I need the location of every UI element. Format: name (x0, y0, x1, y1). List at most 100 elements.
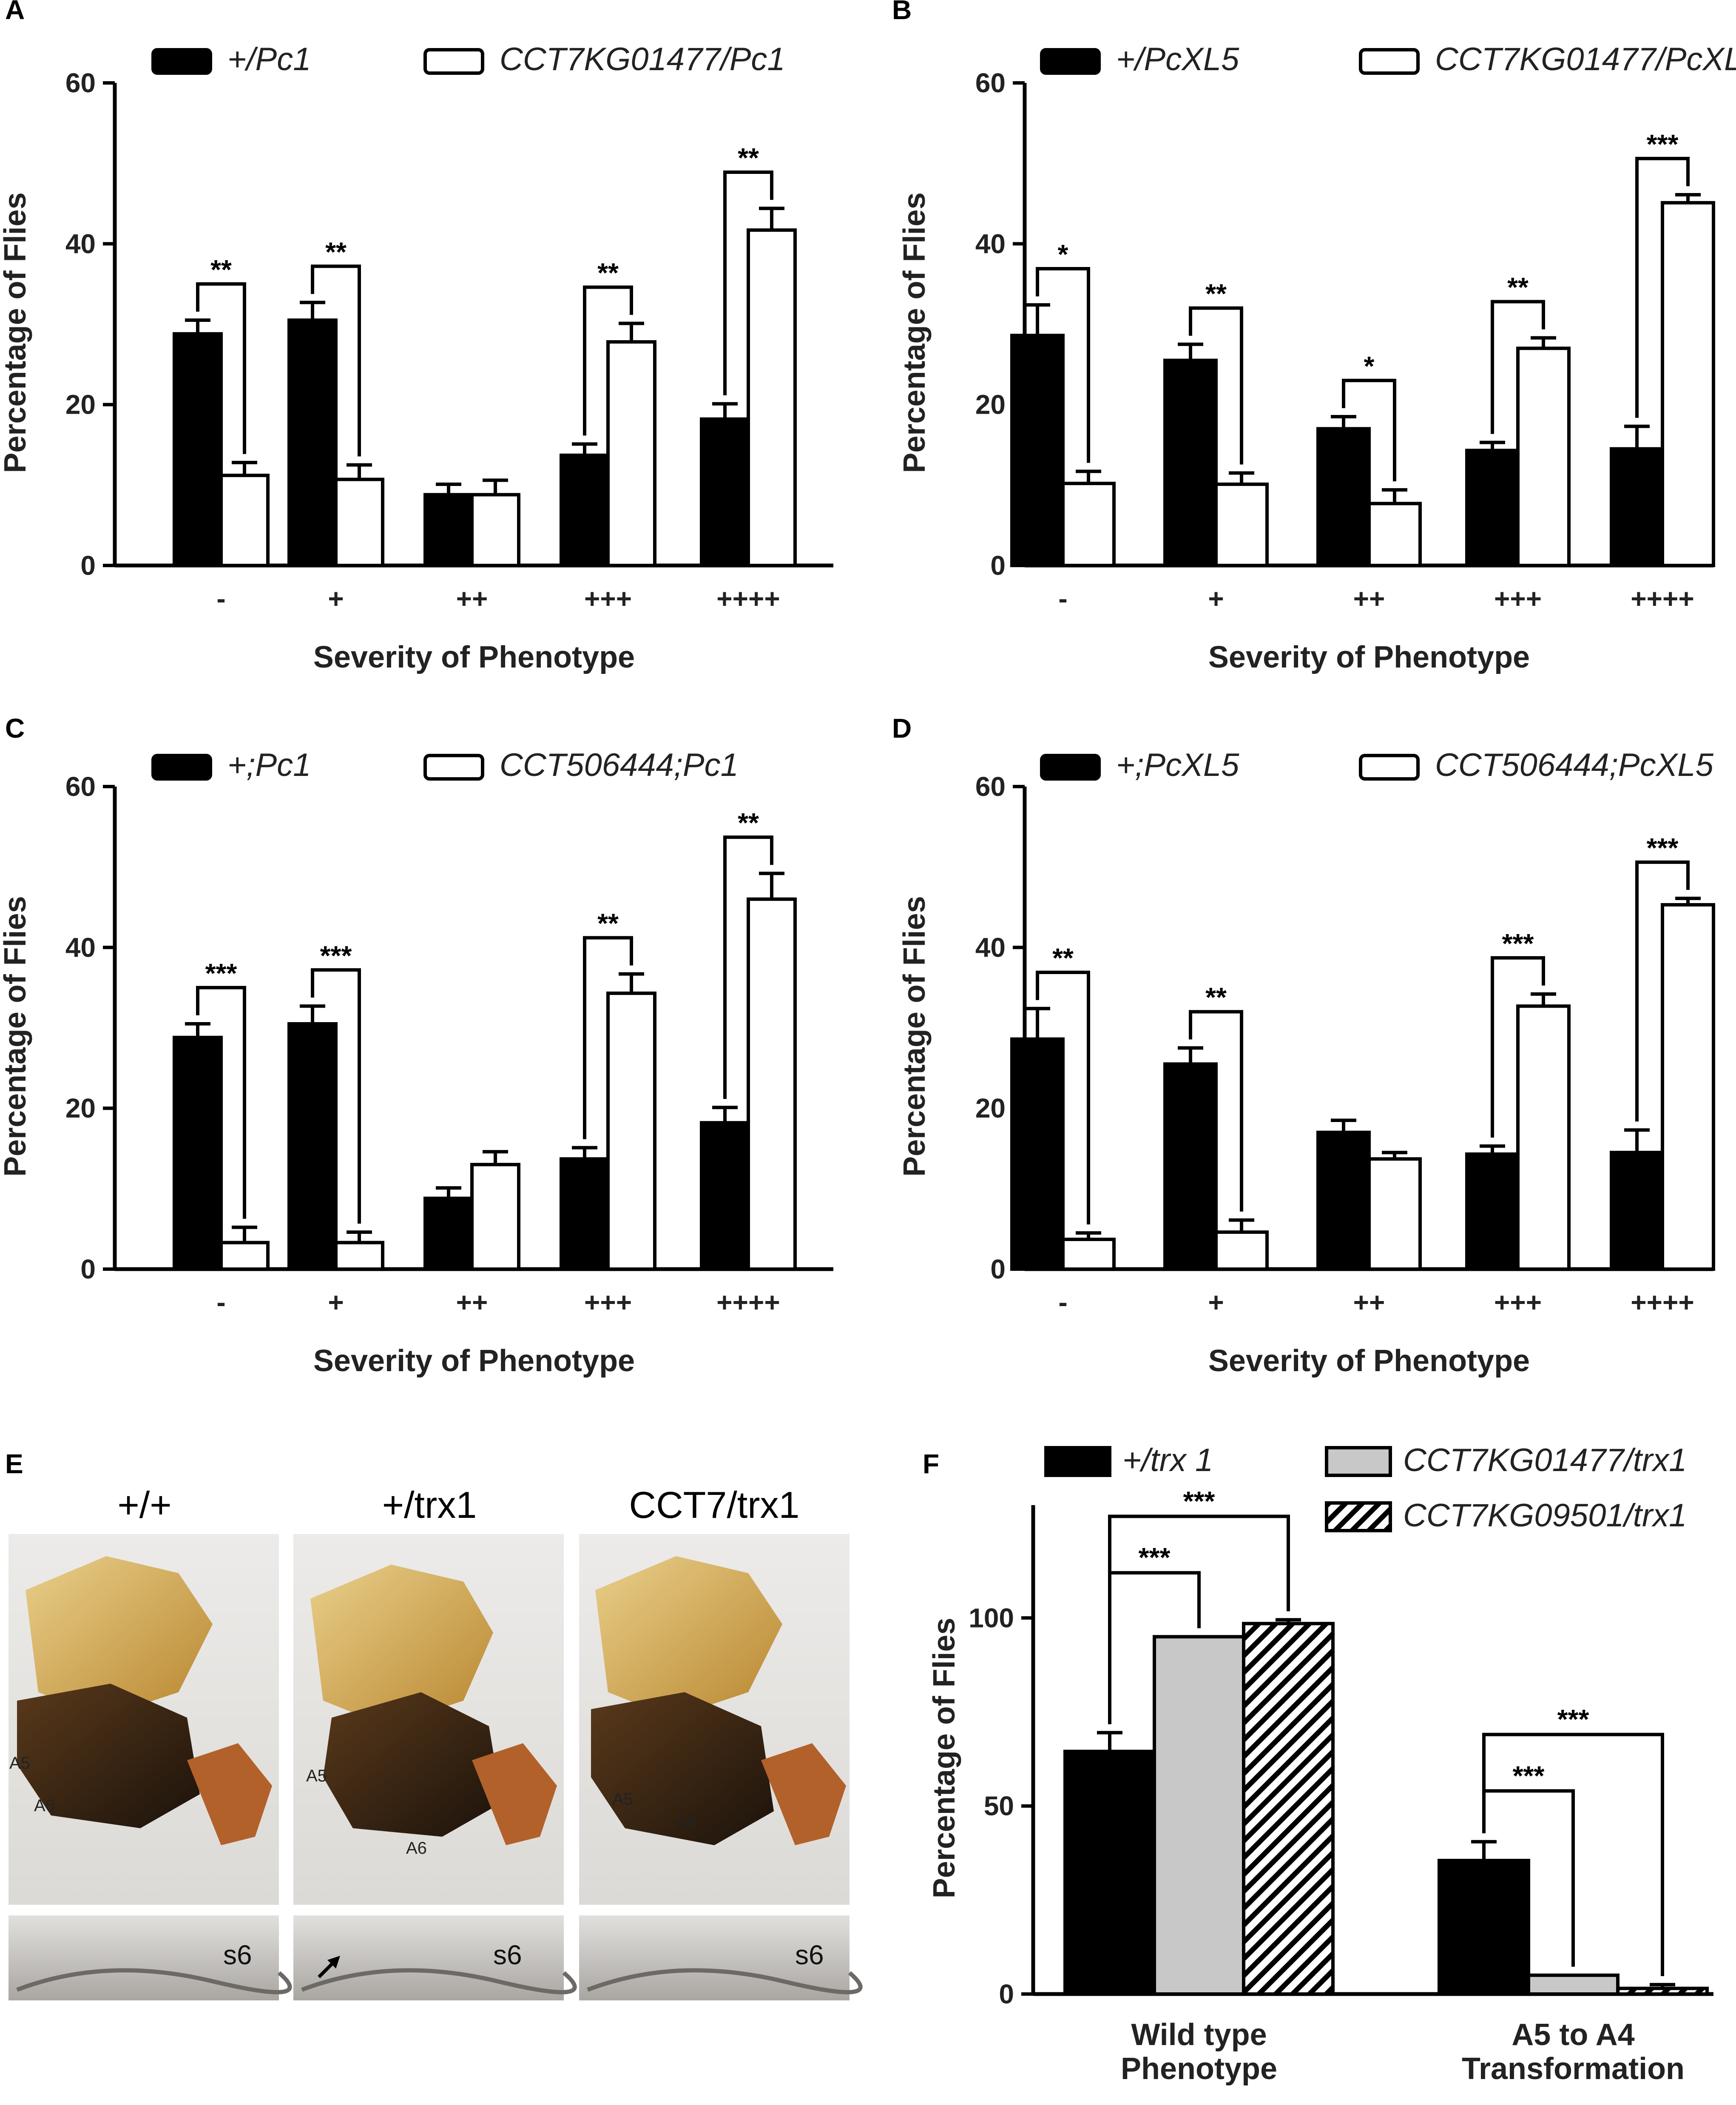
legend-label: CCT7KG01477/trx1 (1403, 1442, 1687, 1478)
fly-image-2: +/trx1 A5 A6 s6 (293, 1484, 577, 2000)
bar (1516, 1004, 1571, 1271)
y-axis-label: Percentage of Flies (898, 192, 932, 473)
y-tick-label: 20 (65, 1093, 96, 1124)
bar (1465, 449, 1520, 568)
category-label: ++ (456, 1287, 488, 1318)
panel-label: B (892, 0, 912, 25)
y-axis-label: Percentage of Flies (0, 192, 32, 473)
legend-swatch (1325, 1501, 1392, 1532)
significance-bracket (311, 264, 361, 457)
bar (1316, 427, 1371, 568)
y-tick-label: 40 (975, 228, 1006, 259)
panel-e: E +/+ A5 A6 s6 +/trx1 A5 A6 (5, 1449, 863, 2000)
y-tick-label: 60 (65, 771, 96, 802)
y-tick-label: 0 (990, 550, 1006, 581)
y-axis-label: Percentage of Flies (927, 1618, 961, 1898)
category-label: + (1208, 583, 1224, 614)
legend-swatch (1359, 48, 1420, 75)
y-tick-label: 40 (65, 932, 96, 963)
y-tick-label: 60 (975, 771, 1006, 802)
significance-bracket (196, 282, 246, 454)
category-label: ++++ (1631, 1287, 1694, 1318)
bar (423, 1196, 474, 1271)
image-title-1: +/+ (117, 1484, 171, 1526)
significance-label: *** (1502, 928, 1534, 959)
legend-swatch (1040, 48, 1101, 75)
significance-label: *** (320, 940, 352, 971)
category-label: - (216, 1287, 225, 1318)
chart-panel-d: D 0 20 40 60 Percentage of Flies Severity of P… (892, 713, 1715, 1378)
y-tick-label: 60 (975, 68, 1006, 98)
significance-label: ** (738, 142, 759, 173)
bar (1610, 1151, 1664, 1271)
significance-bracket (1342, 378, 1396, 482)
bar (1661, 903, 1715, 1271)
bar (700, 1121, 750, 1271)
bar (1367, 502, 1422, 568)
legend-label: +;PcXL5 (1116, 747, 1239, 783)
category-label: ++++ (716, 583, 780, 614)
bar (1061, 1238, 1116, 1271)
panel-label: C (5, 713, 25, 744)
segment-label: A6 (676, 1813, 697, 1832)
bar (173, 1036, 223, 1271)
bar (1465, 1152, 1520, 1271)
significance-label: ** (1507, 272, 1529, 303)
bar (1516, 347, 1571, 567)
legend-swatch (1044, 1446, 1111, 1477)
legend-label: CCT506444;Pc1 (500, 747, 739, 783)
x-axis-label: Severity of Phenotype (1208, 1344, 1530, 1378)
significance-bracket (1482, 1733, 1664, 1976)
legend-label: +;Pc1 (227, 747, 311, 783)
legend-label: +/PcXL5 (1116, 41, 1239, 77)
segment-label: A6 (406, 1839, 427, 1858)
x-axis-label: Severity of Phenotype (313, 1344, 635, 1378)
image-title-3: CCT7/trx1 (629, 1484, 800, 1526)
y-tick-label: 100 (969, 1602, 1014, 1633)
legend-label: CCT7KG01477/Pc1 (500, 41, 785, 77)
segment-label: A5 (612, 1790, 633, 1809)
panel-label: A (5, 0, 25, 25)
significance-bracket (723, 835, 773, 1099)
legend-swatch (1040, 754, 1101, 781)
bar (1367, 1157, 1422, 1271)
legend-label: CCT7KG09501/trx1 (1403, 1497, 1687, 1534)
bar (219, 474, 270, 567)
bar (1242, 1622, 1335, 1996)
category-label: +++ (1494, 583, 1542, 614)
significance-label: *** (1513, 1760, 1545, 1791)
category-label: ++ (1353, 583, 1385, 614)
significance-label: *** (1647, 832, 1679, 863)
category-label: - (1058, 583, 1067, 614)
significance-bracket (1189, 306, 1243, 465)
category-label: + (328, 583, 344, 614)
legend-swatch (423, 48, 484, 75)
significance-label: * (1364, 351, 1375, 381)
category-label: ++ (456, 583, 488, 614)
significance-label: * (1058, 239, 1068, 270)
legend-swatch (151, 48, 212, 75)
bar (606, 340, 656, 567)
segment-label: A5 (9, 1754, 30, 1773)
legend-swatch (1325, 1446, 1392, 1477)
bar (1316, 1131, 1371, 1271)
y-tick-label: 60 (65, 68, 96, 98)
category-label: + (1208, 1287, 1224, 1318)
bar (1163, 1062, 1218, 1271)
category-label: ++++ (1631, 583, 1694, 614)
legend-swatch (423, 754, 484, 781)
significance-label: ** (597, 257, 619, 288)
bar (1438, 1858, 1530, 1996)
legend-label: +/trx 1 (1122, 1442, 1213, 1478)
significance-bracket (196, 986, 246, 1219)
significance-label: ** (210, 254, 232, 285)
bar (747, 897, 797, 1271)
legend-label: +/Pc1 (227, 41, 311, 77)
bar (1010, 333, 1065, 567)
y-axis-label: Percentage of Flies (898, 896, 932, 1176)
significance-label: *** (1183, 1486, 1215, 1517)
category-label: ++++ (716, 1287, 780, 1318)
bar (747, 228, 797, 567)
y-tick-label: 20 (65, 389, 96, 420)
